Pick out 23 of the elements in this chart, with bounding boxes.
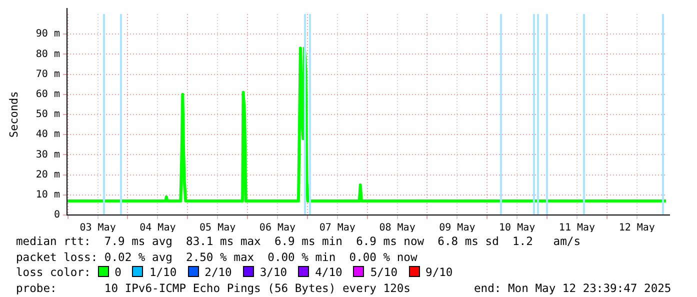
y-tick-label: 10 m: [36, 189, 60, 200]
text: end: Mon May 12 23:39:47 2025: [474, 280, 672, 296]
text: 5/10: [370, 266, 398, 279]
y-tick-label: 0: [54, 210, 60, 221]
y-tick-label: 90 m: [36, 28, 60, 40]
y-axis-title: Seconds: [7, 91, 20, 138]
text: median rtt: 7.9 ms avg 83.1 ms max 6.9 ms min 6.9 ms now 6.8 ms sd 1.2 am/s: [16, 235, 581, 248]
y-tick-label: 30 m: [36, 149, 60, 160]
text: 9/10: [426, 266, 453, 279]
text: 0: [114, 266, 122, 279]
y-tick-label: 80 m: [36, 48, 60, 60]
text: 3/10: [260, 266, 288, 279]
y-tick-label: 60 m: [36, 88, 60, 100]
y-tick-label: 50 m: [36, 109, 60, 120]
y-tick-label: 40 m: [36, 129, 60, 140]
text: 2/10: [204, 266, 232, 279]
text: packet loss: 0.02 % avg 2.50 % max 0.00 % min 0.00 % now: [16, 250, 418, 264]
y-tick-label: 20 m: [36, 169, 60, 180]
text: probe: 10 IPv6-ICMP Echo Pings (56 Bytes) every 120s: [16, 282, 410, 294]
text: 4/10: [315, 266, 342, 279]
text: loss color:: [16, 266, 92, 279]
text: 1/10: [149, 266, 177, 279]
y-tick-label: 70 m: [36, 68, 60, 80]
